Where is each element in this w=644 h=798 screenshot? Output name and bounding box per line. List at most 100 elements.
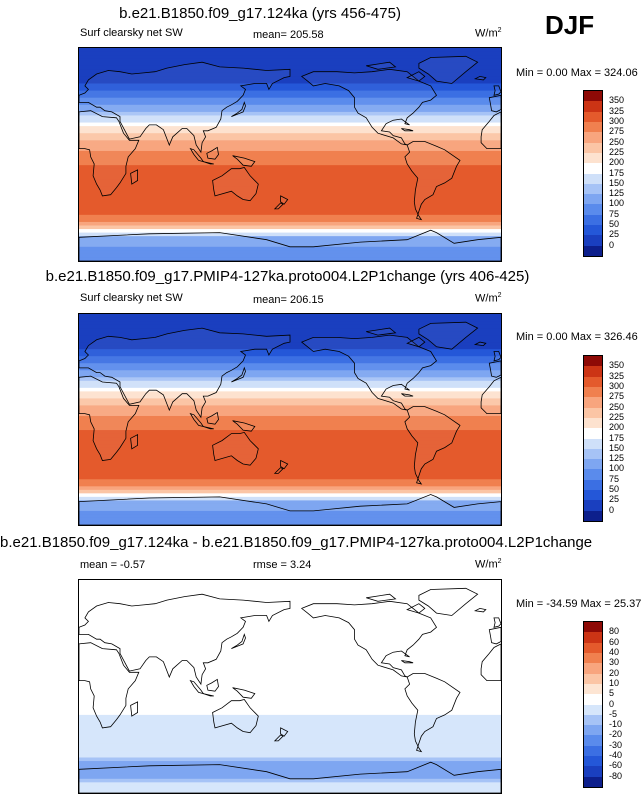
coastline (130, 169, 138, 185)
coastline (231, 633, 246, 649)
colorbar-swatch (584, 683, 602, 695)
field-band (79, 686, 501, 691)
coastline (404, 406, 461, 485)
coastline (130, 434, 138, 450)
coastline (488, 626, 501, 645)
field-band (79, 380, 501, 385)
field-band (79, 761, 501, 766)
coastline (280, 459, 289, 470)
coastline (130, 701, 138, 717)
colorbar-tick-label: -40 (609, 750, 623, 761)
field-band (79, 782, 501, 787)
coastline (404, 673, 461, 753)
field-band (79, 143, 501, 148)
field-band (79, 465, 501, 470)
field-band (79, 175, 501, 180)
colorbar-tick-label: 275 (609, 391, 625, 402)
field-band (79, 104, 501, 109)
colorbar-tick-label: 200 (609, 422, 625, 433)
coastline (79, 494, 501, 525)
panel-1-variable-label: Surf clearsky net SW (80, 27, 183, 39)
field-band (79, 521, 501, 525)
colorbar-swatch (584, 448, 602, 460)
colorbar-tick-label: 225 (609, 146, 625, 157)
coastline (232, 155, 256, 167)
field-band (79, 349, 501, 354)
colorbar-swatch (584, 194, 602, 205)
coastline (493, 617, 501, 628)
panel-3-mean-label: mean = -0.57 (80, 559, 146, 571)
field-band (79, 608, 501, 613)
coastline (231, 366, 246, 383)
panel-1-units-label: W/m2 (475, 27, 502, 40)
colorbar-swatch (584, 776, 602, 787)
colorbar-swatch (584, 101, 602, 112)
season-label: DJF (545, 10, 595, 40)
panel-2-units-label: W/m2 (475, 292, 502, 305)
field-band (79, 253, 501, 259)
colorbar-tick-label: 80 (609, 626, 620, 637)
field-band (79, 384, 501, 389)
field-band (79, 412, 501, 417)
colorbar-swatch (584, 632, 602, 643)
field-band (79, 454, 501, 459)
field-band (79, 408, 501, 414)
field-band (79, 314, 501, 319)
field-band (79, 626, 501, 631)
colorbar-swatch (584, 510, 602, 521)
field-band (79, 510, 501, 516)
colorbar-tick-label: 0 (609, 504, 615, 515)
coastline (203, 161, 214, 165)
coastline (404, 141, 461, 221)
field-band (79, 640, 501, 645)
field-band (79, 658, 501, 663)
coastline (79, 327, 291, 419)
field-band (79, 647, 501, 652)
coastline (300, 68, 438, 146)
panel-3-map (78, 579, 502, 794)
coastline (418, 55, 479, 84)
field-band (79, 746, 501, 751)
field-band (79, 514, 501, 519)
coastline (212, 431, 259, 466)
colorbar-swatch (584, 163, 602, 174)
coastline (480, 376, 501, 414)
field-band (79, 587, 501, 592)
field-band (79, 391, 501, 396)
field-band (79, 207, 501, 212)
field-band (79, 651, 501, 656)
panel-3-units-label: W/m2 (475, 558, 502, 571)
field-band (79, 700, 501, 705)
colorbar-swatch (584, 766, 602, 777)
field-band (79, 190, 501, 195)
field-band (79, 447, 501, 452)
colorbar-tick-label: -60 (609, 760, 623, 771)
field-band (79, 785, 501, 791)
field-band (79, 722, 501, 727)
field-band (79, 622, 501, 627)
field-band (79, 704, 501, 709)
coastlines (79, 587, 501, 793)
field-band (79, 468, 501, 473)
field-band (79, 697, 501, 702)
field-band (79, 619, 501, 624)
colorbar-tick-label: 75 (609, 208, 620, 219)
field-band (79, 597, 501, 602)
field-band (79, 366, 501, 371)
field-band (79, 65, 501, 70)
colorbar-tick-label: 275 (609, 126, 625, 137)
coastline (480, 111, 501, 149)
field-band (79, 778, 501, 783)
coastline (401, 393, 414, 397)
colorbar-swatch (584, 428, 602, 439)
field-band (79, 76, 501, 81)
coastline (273, 202, 284, 210)
field-band (79, 725, 501, 730)
field-band (79, 211, 501, 216)
field-band (79, 507, 501, 512)
field-band (79, 458, 501, 463)
panel-2-map (78, 313, 502, 526)
coastline (79, 593, 291, 686)
field-band (79, 108, 501, 113)
coastline (79, 375, 140, 461)
